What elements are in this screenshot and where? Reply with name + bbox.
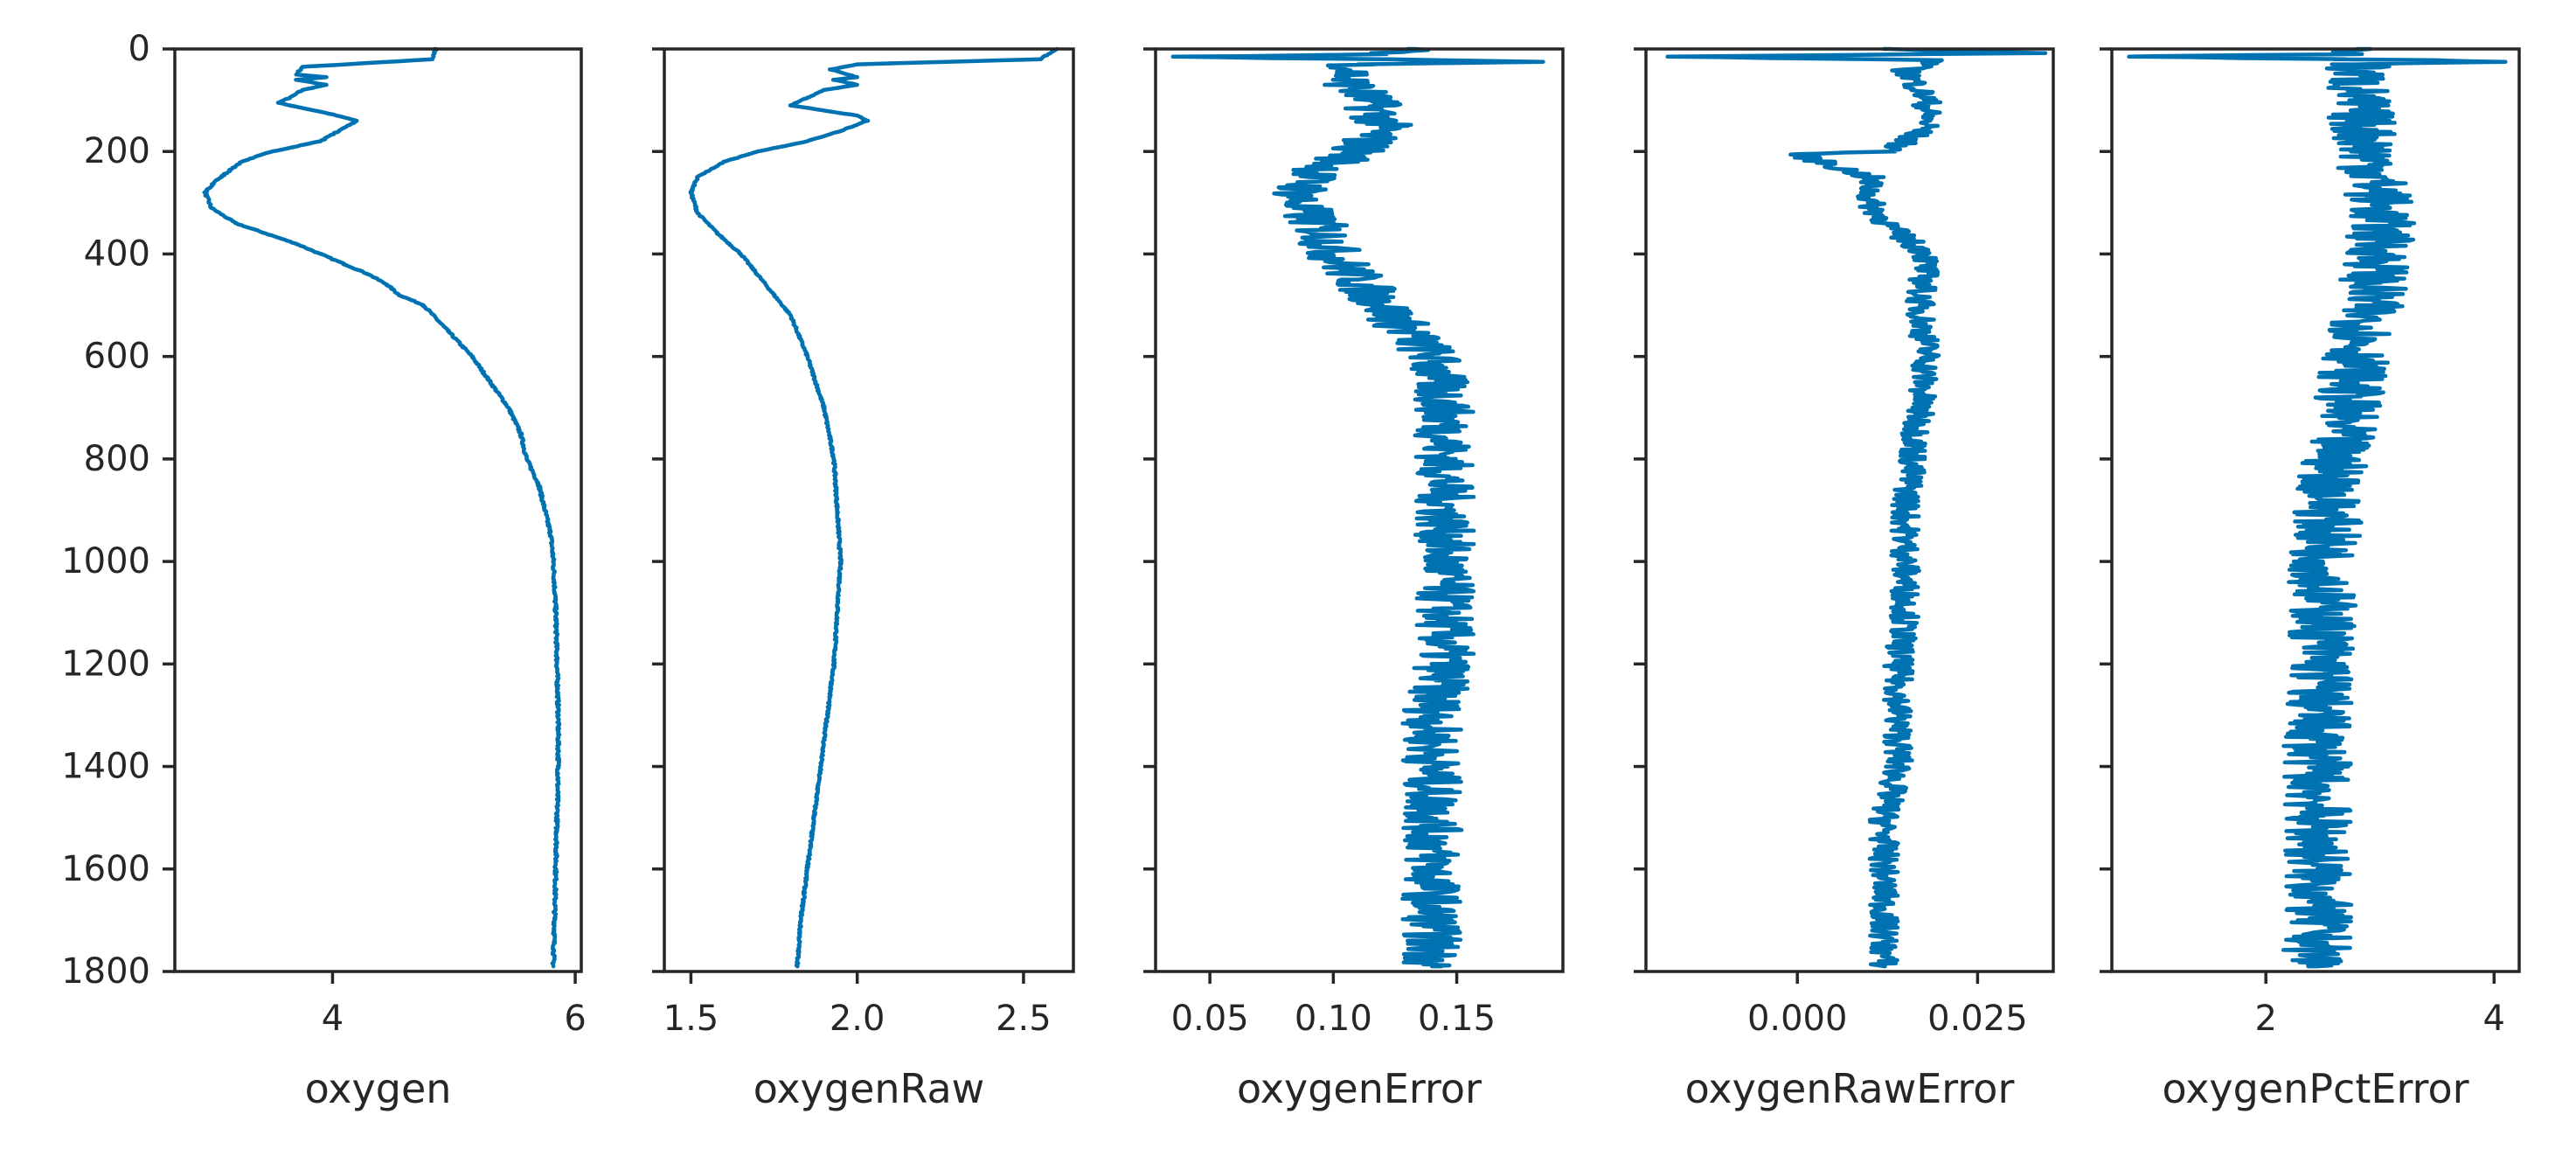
x-tick-label: 4: [2483, 999, 2505, 1039]
axes-frame: [173, 47, 583, 973]
y-tick-label: 1600: [61, 849, 150, 889]
x-tick-label: 2.0: [830, 999, 885, 1039]
axes-frame: [2110, 47, 2521, 973]
y-tick-label: 800: [84, 439, 150, 479]
x-axis-label: oxygenRawError: [1685, 1065, 2015, 1112]
x-axis-label: oxygenPctError: [2162, 1065, 2468, 1112]
x-tick-label: 2: [2254, 999, 2276, 1039]
y-tick-label: 0: [128, 29, 150, 69]
x-tick-label: 2.5: [996, 999, 1052, 1039]
chart-panel-5: 2 4 oxygenPctError: [2100, 46, 2521, 1112]
chart-panel-3: 0.05 0.10 0.15 oxygenError: [1143, 46, 1565, 1112]
y-tick-label: 1000: [61, 541, 150, 581]
x-tick-label: 0.15: [1418, 999, 1496, 1039]
x-axis-label: oxygenRaw: [753, 1065, 985, 1112]
x-tick-label: 0.025: [1927, 999, 2028, 1039]
series-line-1: [202, 46, 562, 969]
series-line-5: [2127, 46, 2508, 969]
axes-frame: [663, 47, 1075, 973]
series-line-3: [1170, 46, 1545, 969]
x-tick-label: 0.05: [1171, 999, 1249, 1039]
x-axis-label: oxygen: [305, 1065, 452, 1112]
x-axis-label: oxygenError: [1237, 1065, 1482, 1112]
x-tick-label: 0.000: [1747, 999, 1848, 1039]
chart-panel-4: 0.000 0.025 oxygenRawError: [1634, 46, 2055, 1112]
y-tick-label: 1200: [61, 644, 150, 684]
x-tick-label: 6: [564, 999, 586, 1039]
series-line-2: [688, 46, 1059, 969]
chart-panel-1: 0 200 400 600 800 1000 1200 1400 1600 1800 4 6 oxyge…: [61, 29, 587, 1112]
y-tick-label: 1400: [61, 747, 150, 787]
axes-frame: [1644, 47, 2055, 973]
x-tick-label: 4: [322, 999, 344, 1039]
x-tick-label: 1.5: [663, 999, 719, 1039]
chart-panel-2: 1.5 2.0 2.5 oxygenRaw: [652, 46, 1075, 1112]
y-tick-label: 1800: [61, 951, 150, 992]
series-line-4: [1665, 46, 2048, 969]
y-tick-label: 200: [84, 131, 150, 171]
x-tick-label: 0.10: [1295, 999, 1372, 1039]
axes-frame: [1154, 47, 1565, 973]
y-tick-label: 600: [84, 337, 150, 377]
y-tick-label: 400: [84, 233, 150, 274]
